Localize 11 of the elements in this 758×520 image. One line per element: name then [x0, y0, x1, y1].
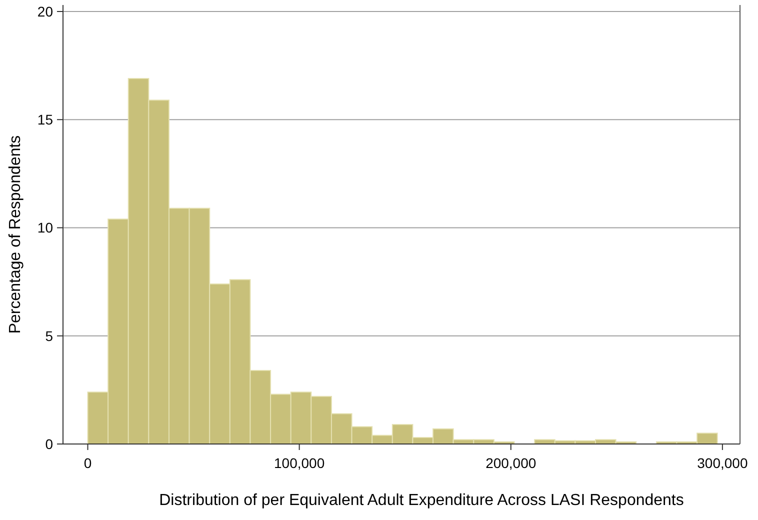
- y-tick-label: 15: [37, 112, 54, 128]
- x-tick-label: 300,000: [697, 455, 748, 471]
- y-tick-label: 10: [37, 220, 54, 236]
- x-axis-title: Distribution of per Equivalent Adult Expenditure Across LASI Respondents: [159, 492, 684, 509]
- x-tick-label: 200,000: [486, 455, 536, 471]
- y-tick-label: 0: [45, 436, 54, 452]
- x-tick-label: 0: [84, 455, 92, 471]
- x-tick-label: 100,000: [274, 455, 325, 471]
- y-tick-label: 20: [37, 3, 54, 20]
- y-axis-title: Percentage of Respondents: [7, 135, 24, 334]
- y-tick-label: 5: [45, 328, 54, 344]
